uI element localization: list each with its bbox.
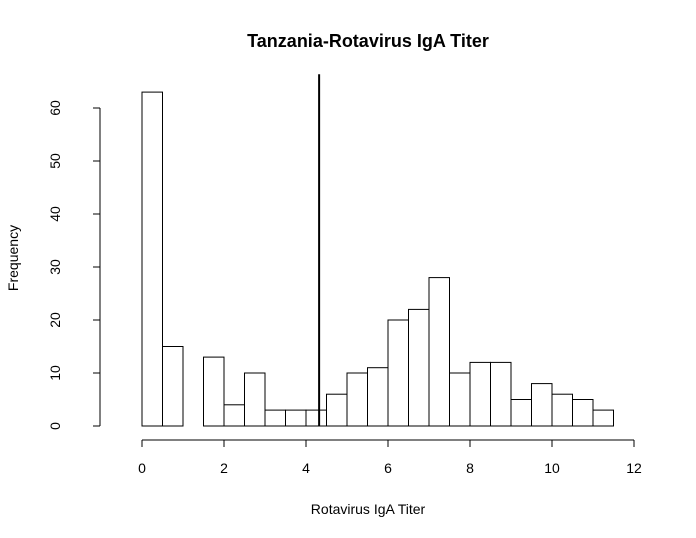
y-tick-label: 60: [47, 100, 63, 116]
histogram-bar-0: [141, 91, 163, 427]
histogram-bar-17: [490, 361, 512, 427]
histogram-bar-18: [510, 399, 532, 427]
x-tick-label: 2: [220, 460, 228, 476]
x-tick-label: 6: [384, 460, 392, 476]
histogram-bars: [141, 91, 614, 427]
y-tick-label: 0: [47, 422, 63, 430]
histogram-bar-22: [592, 409, 614, 427]
histogram-bar-13: [408, 308, 430, 427]
x-tick-label: 0: [138, 460, 146, 476]
x-tick-label: 12: [626, 460, 642, 476]
chart-title: Tanzania-Rotavirus IgA Titer: [247, 31, 489, 51]
y-tick-label: 20: [47, 312, 63, 328]
y-tick-label: 30: [47, 259, 63, 275]
y-tick-label: 50: [47, 153, 63, 169]
x-axis: 0 2 4 6 8 10 12: [138, 439, 642, 476]
y-tick-label: 10: [47, 365, 63, 381]
histogram-bar-1: [162, 346, 184, 427]
histogram-bar-20: [551, 393, 573, 427]
y-axis-label: Frequency: [5, 225, 21, 291]
x-tick-label: 4: [302, 460, 310, 476]
histogram-bar-11: [367, 367, 389, 427]
y-axis: 0 10 20 30 40 50 60: [47, 100, 101, 430]
histogram-bar-10: [346, 372, 368, 427]
histogram-bar-7: [285, 409, 307, 427]
x-tick-label: 8: [466, 460, 474, 476]
y-tick-label: 40: [47, 206, 63, 222]
histogram-bar-14: [428, 277, 450, 427]
histogram-bar-19: [531, 383, 553, 427]
x-axis-label: Rotavirus IgA Titer: [311, 501, 426, 517]
histogram-bar-6: [264, 409, 286, 427]
histogram-bar-8: [305, 409, 327, 427]
histogram-bar-12: [387, 319, 409, 427]
histogram-bar-5: [244, 372, 266, 427]
x-tick-label: 10: [544, 460, 560, 476]
histogram-bar-16: [469, 361, 491, 427]
histogram-bar-9: [326, 393, 348, 427]
histogram-bar-21: [572, 399, 594, 427]
histogram-bar-15: [449, 372, 471, 427]
histogram-bar-3: [203, 356, 225, 427]
histogram-bar-4: [223, 404, 245, 427]
